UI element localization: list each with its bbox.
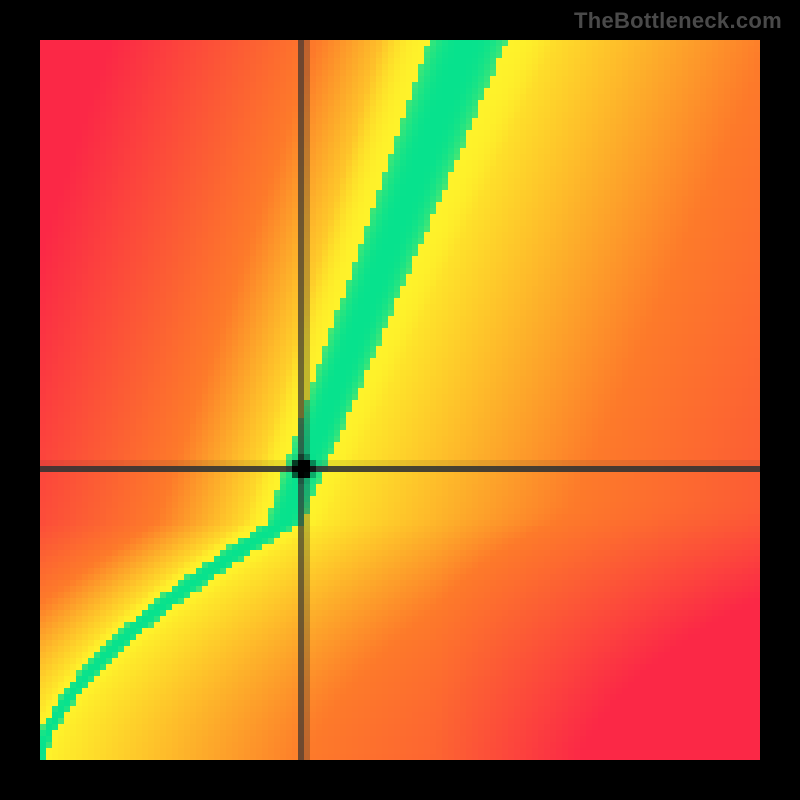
watermark-text: TheBottleneck.com bbox=[574, 8, 782, 34]
bottleneck-heatmap bbox=[40, 40, 760, 760]
figure-frame: TheBottleneck.com bbox=[0, 0, 800, 800]
